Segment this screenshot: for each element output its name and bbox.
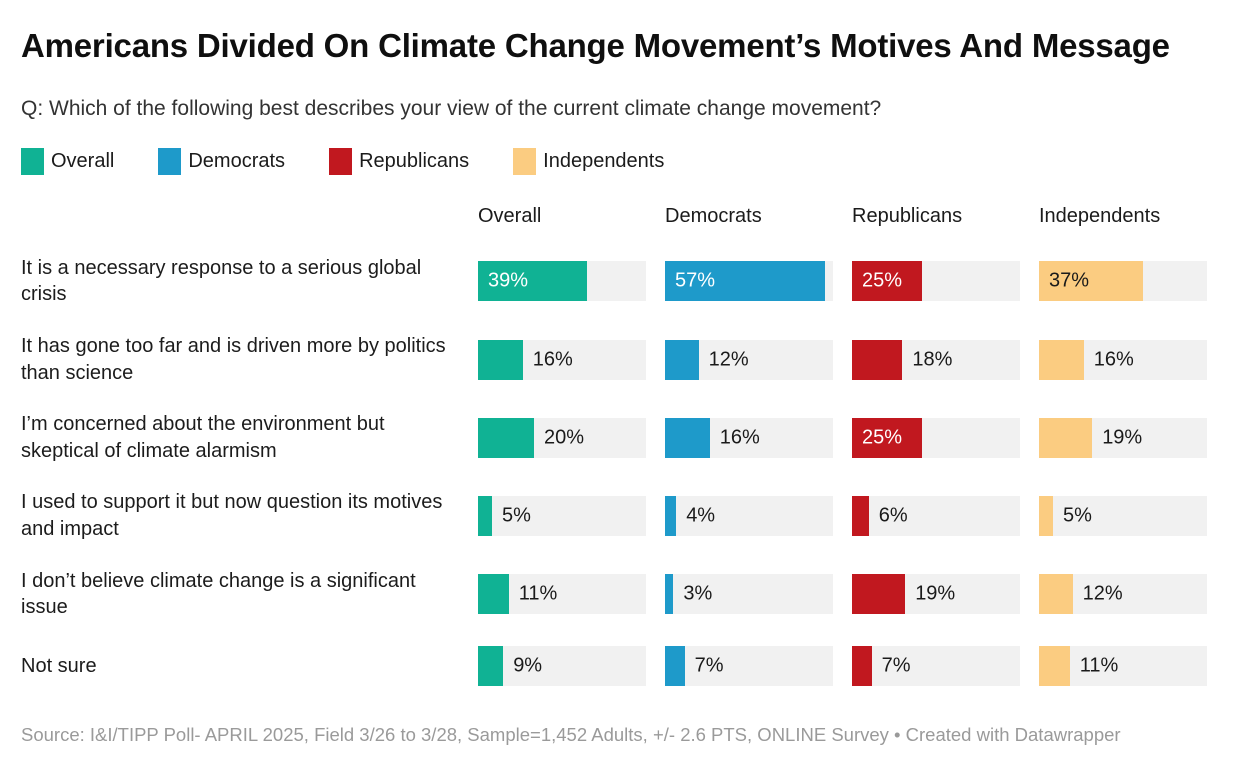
legend-swatch — [513, 147, 537, 175]
bar-value-label: 25% — [862, 426, 903, 449]
bar-fill — [1039, 417, 1093, 458]
bar-track: 20% — [478, 417, 646, 458]
bar-value-label: 11% — [1079, 654, 1119, 677]
column-header: Independents — [1039, 204, 1161, 227]
column-header: Democrats — [665, 204, 762, 227]
column-header: Republicans — [852, 204, 963, 227]
row-label: Not sure — [21, 654, 97, 677]
bar-value-label: 19% — [915, 582, 956, 605]
bar-fill — [852, 339, 903, 380]
bar-track: 4% — [665, 496, 833, 537]
bar-fill — [478, 645, 504, 686]
bar-fill — [665, 339, 699, 380]
legend-item: Democrats — [158, 147, 286, 175]
bar-fill — [1039, 645, 1070, 686]
bar-fill — [1039, 261, 1143, 302]
bar-fill — [852, 417, 922, 458]
bar-fill — [478, 496, 492, 537]
legend-label: Republicans — [359, 149, 470, 172]
bar-fill — [852, 496, 869, 537]
bar-track: 12% — [665, 339, 833, 380]
legend-item: Independents — [513, 147, 665, 175]
row-label: I used to support it but now question it… — [21, 491, 443, 541]
bar-value-label: 7% — [694, 654, 724, 677]
bar-fill — [478, 261, 588, 302]
bar-fill — [852, 645, 872, 686]
bar-track: 5% — [478, 496, 646, 537]
chart-title: Americans Divided On Climate Change Move… — [21, 27, 1170, 64]
bar-value-label: 19% — [1102, 426, 1143, 449]
bar-track: 25% — [852, 261, 1020, 302]
legend-label: Democrats — [188, 149, 286, 172]
legend-label: Independents — [543, 149, 665, 172]
legend-label: Overall — [51, 149, 115, 172]
bar-track: 5% — [1039, 496, 1207, 537]
source-text: Source: I&I/TIPP Poll- APRIL 2025, Field… — [21, 723, 1121, 745]
bar-value-label: 12% — [1082, 582, 1123, 605]
bar-value-label: 7% — [881, 654, 911, 677]
bar-fill — [1039, 339, 1084, 380]
bar-track: 16% — [1039, 339, 1207, 380]
bar-track: 19% — [852, 574, 1020, 615]
bar-fill — [852, 574, 906, 615]
bar-fill — [478, 339, 523, 380]
bar-fill — [665, 417, 710, 458]
chart-subtitle: Q: Which of the following best describes… — [21, 96, 882, 120]
bar-track: 3% — [665, 574, 833, 615]
bar-value-label: 25% — [862, 269, 903, 292]
legend-item: Republicans — [329, 147, 470, 175]
bar-value-label: 4% — [686, 504, 716, 527]
bar-value-label: 16% — [1093, 348, 1134, 371]
row-label: It is a necessary response to a serious … — [21, 256, 422, 306]
bar-fill — [1039, 574, 1073, 615]
legend-swatch — [158, 147, 182, 175]
bar-fill — [478, 574, 509, 615]
chart-grid: Overall Democrats Republicans Independents I… — [21, 203, 1216, 686]
bar-value-label: 39% — [488, 269, 529, 292]
bar-value-label: 5% — [1063, 504, 1092, 527]
bar-fill — [665, 496, 677, 537]
bar-track: 9% — [478, 645, 646, 686]
bar-fill — [665, 261, 825, 302]
bar-track: 37% — [1039, 261, 1207, 302]
bar-fill — [478, 417, 534, 458]
bar-value-label: 57% — [675, 269, 716, 292]
legend-swatch — [329, 147, 353, 175]
bar-track: 18% — [852, 339, 1020, 380]
bar-fill — [1039, 496, 1053, 537]
bar-fill — [852, 261, 922, 302]
bar-track: 7% — [852, 645, 1020, 686]
bar-track: 57% — [665, 261, 833, 302]
bar-value-label: 16% — [719, 426, 760, 449]
bar-track: 12% — [1039, 574, 1207, 615]
bar-value-label: 3% — [683, 582, 713, 605]
bar-value-label: 6% — [878, 504, 908, 527]
bar-value-label: 5% — [502, 504, 531, 527]
bar-track: 11% — [1039, 645, 1207, 686]
bar-value-label: 18% — [912, 348, 953, 371]
bar-track: 6% — [852, 496, 1020, 537]
row-label: I don’t believe climate change is a sign… — [21, 569, 416, 619]
bar-track: 16% — [478, 339, 646, 380]
bar-value-label: 16% — [532, 348, 573, 371]
legend-swatch — [21, 147, 44, 175]
bar-track: 7% — [665, 645, 833, 686]
bar-fill — [665, 645, 685, 686]
bar-track: 25% — [852, 417, 1020, 458]
bar-track: 11% — [478, 574, 646, 615]
bar-value-label: 11% — [518, 582, 558, 605]
legend-item: Overall — [21, 147, 115, 175]
bar-value-label: 9% — [513, 654, 543, 677]
bar-track: 39% — [478, 261, 646, 302]
column-header: Overall — [478, 204, 542, 227]
bar-value-label: 20% — [544, 426, 585, 449]
row-label: I’m concerned about the environment but … — [21, 413, 385, 462]
bar-value-label: 12% — [708, 348, 749, 371]
bar-track: 16% — [665, 417, 833, 458]
bar-fill — [665, 574, 674, 615]
bar-track: 19% — [1039, 417, 1207, 458]
legend: Overall Democrats Republicans Independents — [21, 147, 1216, 175]
row-label: It has gone too far and is driven more b… — [21, 335, 446, 384]
bar-value-label: 37% — [1049, 269, 1090, 292]
